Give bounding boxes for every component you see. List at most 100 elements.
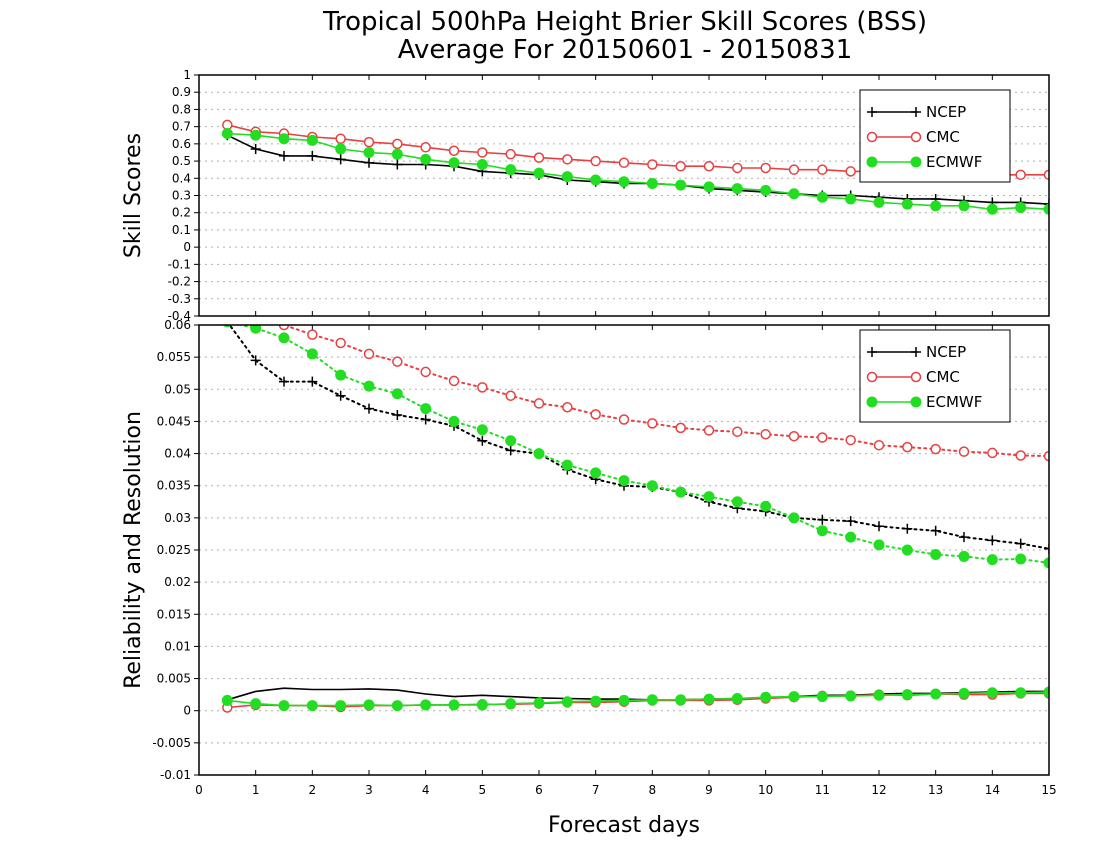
data-point-cmc [590,155,601,167]
data-point-cmc [703,425,715,436]
data-point-cmc [647,159,658,170]
data-point-ecmwf [731,496,743,508]
data-point-ecmwf [816,691,828,703]
data-point-ecmwf [448,157,460,169]
data-point-ecmwf [476,424,488,436]
legend-marker [910,371,922,383]
data-point-ncep [987,535,998,546]
data-point-ncep [845,516,856,527]
x-tick-label: 12 [871,783,886,797]
legend-marker [910,396,922,408]
data-point-ncep [307,376,318,387]
data-point-ecmwf [420,153,432,165]
data-point-ncep [250,144,261,155]
data-point-cmc [788,164,800,175]
x-tick-label: 9 [705,783,713,797]
x-tick-label: 1 [252,783,260,797]
data-point-ecmwf [646,694,658,706]
data-point-cmc [902,441,913,453]
data-point-cmc [562,402,573,413]
y-tick-label: 0.2 [172,206,191,220]
x-tick-label: 6 [535,783,543,797]
data-point-ecmwf [561,171,573,183]
x-tick-label: 11 [815,783,830,797]
y-tick-label: 0.01 [164,639,191,653]
x-tick-label: 14 [985,783,1000,797]
data-point-cmc [477,147,488,158]
plot-frame [198,74,1050,317]
x-tick-label: 7 [592,783,600,797]
data-point-cmc [533,152,545,163]
data-point-cmc [675,422,686,434]
y-tick-label: -0.005 [152,736,191,750]
x-tick-label: 5 [479,783,487,797]
data-point-cmc [278,325,290,331]
legend-marker [866,371,878,383]
data-point-ecmwf [590,695,602,707]
legend-marker [867,107,877,117]
data-point-ecmwf [930,688,942,700]
data-point-cmc [817,164,828,175]
data-point-ecmwf [391,700,403,712]
data-point-ecmwf [363,380,375,392]
data-point-ecmwf [505,698,517,710]
data-point-cmc [788,430,800,442]
data-point-ecmwf [420,699,432,711]
legend-marker [911,347,921,357]
y-tick-label: 0.025 [157,543,191,557]
data-point-ecmwf [476,159,488,171]
data-point-ecmwf [363,146,375,158]
data-point-cmc [732,426,743,437]
data-point-ecmwf [476,699,488,711]
data-point-ncep [279,376,289,387]
data-point-ecmwf [845,690,857,702]
legend-label-ncep: NCEP [926,103,966,121]
data-point-ncep [250,355,261,366]
legend-marker [911,107,921,117]
data-point-ecmwf [788,512,800,524]
data-point-ecmwf [448,699,460,711]
data-point-ecmwf [873,689,885,701]
data-point-cmc [958,446,970,457]
x-tick-label: 15 [1041,783,1056,797]
data-point-ecmwf [731,183,743,195]
data-point-ecmwf [930,549,942,560]
data-point-cmc [1015,169,1026,181]
data-point-ecmwf [221,694,233,706]
data-point-cmc [1043,450,1049,462]
data-point-ecmwf [590,467,602,479]
series-line-ncep [228,325,1049,550]
legend-label-ncep: NCEP [926,343,966,361]
data-point-cmc [448,145,460,156]
data-point-ncep [364,403,374,414]
data-point-ecmwf [533,697,545,709]
data-point-ecmwf [391,148,403,160]
data-point-ncep [959,532,969,543]
data-point-cmc [703,160,715,172]
data-point-cmc [732,162,743,174]
data-point-ecmwf [533,167,545,179]
data-point-cmc [392,356,403,367]
legend-marker [910,156,922,168]
data-point-ncep [392,159,403,170]
data-point-cmc [420,142,431,153]
data-point-ecmwf [250,129,262,141]
data-point-cmc [477,382,488,393]
data-point-cmc [675,160,686,172]
data-point-ecmwf [703,491,715,503]
y-tick-label: 0.06 [164,318,191,332]
legend-label-cmc: CMC [926,128,960,146]
data-point-ecmwf [278,332,290,344]
y-tick-label: 0.02 [164,575,191,589]
y-axis-label: Reliability and Resolution [121,411,146,689]
chart-title-line2: Average For 20150601 - 20150831 [398,35,853,65]
y-tick-label: 1 [183,68,191,82]
data-point-ecmwf [958,550,970,562]
data-point-ecmwf [1043,557,1049,569]
y-tick-label: 0 [183,704,191,718]
data-point-ecmwf [845,193,857,205]
data-point-cmc [420,366,431,378]
legend: NCEP CMC ECMWF [859,89,1011,183]
data-point-ecmwf [675,694,687,706]
